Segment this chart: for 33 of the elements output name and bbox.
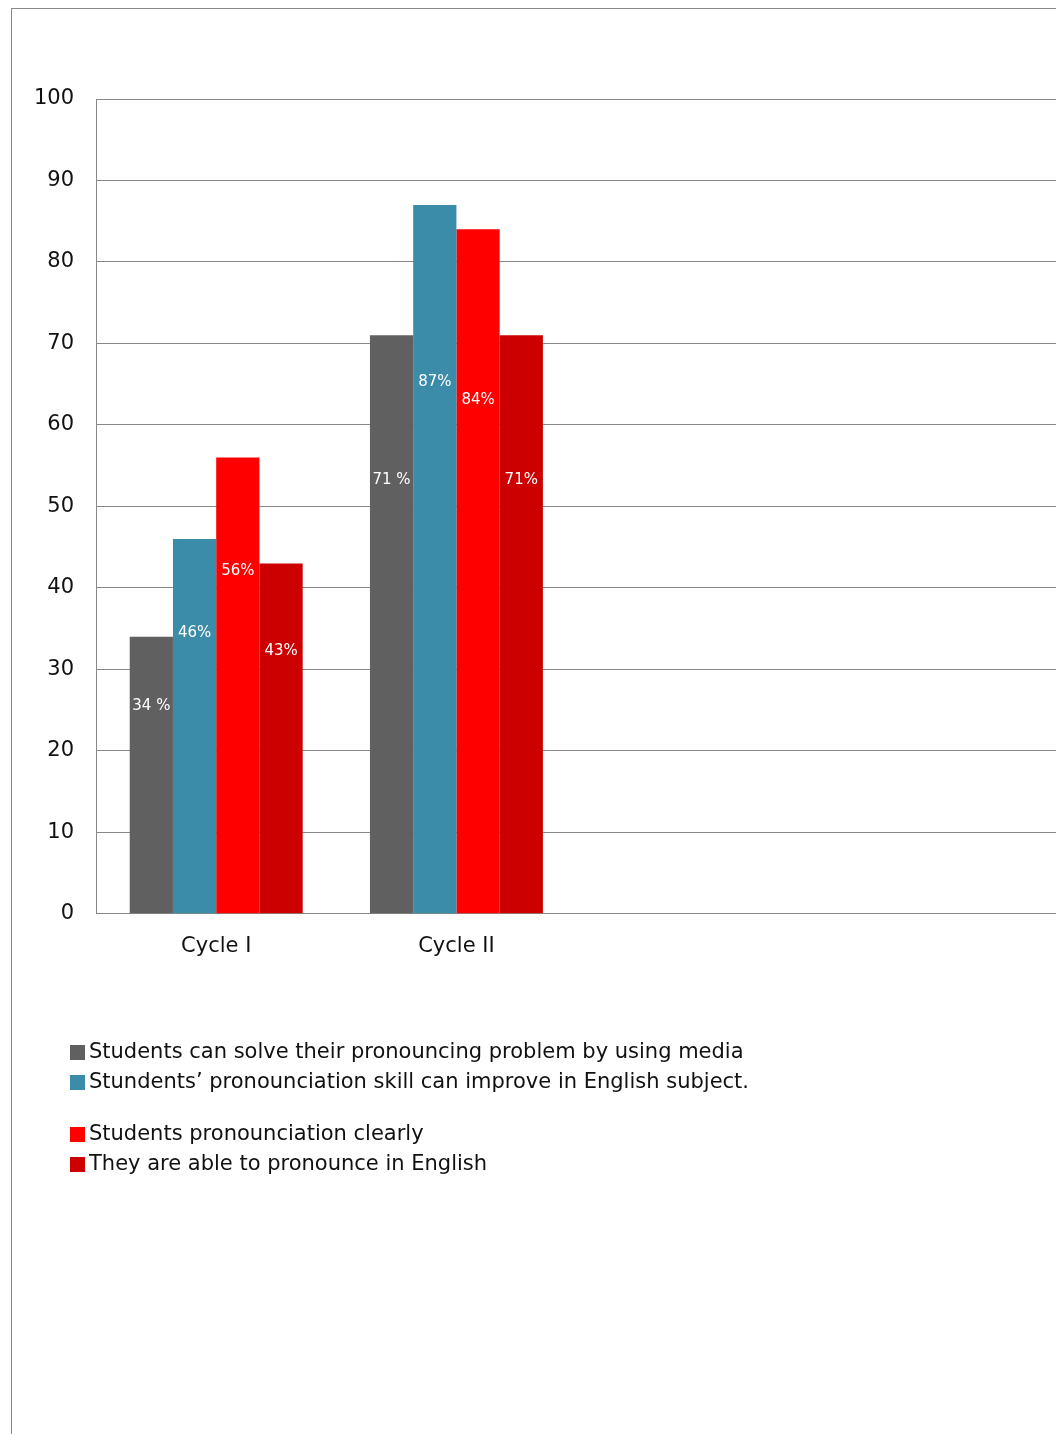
y-tick-label: 30 (47, 655, 75, 680)
legend-label: Students pronounciation clearly (89, 1121, 424, 1145)
data-label: 84% (461, 390, 495, 409)
bar (172, 538, 217, 914)
legend-label: Students can solve their pronouncing problem by using media (89, 1039, 744, 1063)
bar (259, 563, 303, 914)
y-tick-label: 50 (47, 492, 75, 517)
y-tick-label: 0 (60, 900, 75, 925)
y-tick-label: 90 (47, 166, 75, 191)
data-label: 34 % (132, 695, 171, 714)
legend-label: They are able to pronounce in English (89, 1151, 488, 1175)
y-tick-label: 70 (47, 329, 75, 354)
data-label: 46% (177, 622, 212, 641)
data-label: 43% (264, 640, 298, 659)
bar (456, 229, 500, 914)
legend-label: Stundents’ pronounciation skill can improve in English subject. (89, 1069, 750, 1093)
y-tick-label: 20 (47, 737, 75, 762)
bar (216, 457, 260, 914)
bar (129, 636, 173, 914)
data-label: 56% (221, 561, 255, 580)
y-tick-label: 100 (33, 85, 75, 110)
y-tick-label: 40 (47, 574, 75, 599)
data-label: 71% (504, 469, 538, 488)
bar (413, 204, 457, 914)
data-label: 71 % (372, 469, 411, 488)
bar (499, 335, 543, 914)
y-tick-label: 60 (47, 411, 75, 436)
x-tick-label: Cycle II (418, 932, 495, 957)
y-tick-label: 10 (47, 818, 75, 843)
y-tick-label: 80 (47, 248, 75, 273)
x-tick-label: Cycle I (181, 932, 252, 957)
bar (369, 335, 414, 914)
data-label: 87% (418, 372, 452, 391)
